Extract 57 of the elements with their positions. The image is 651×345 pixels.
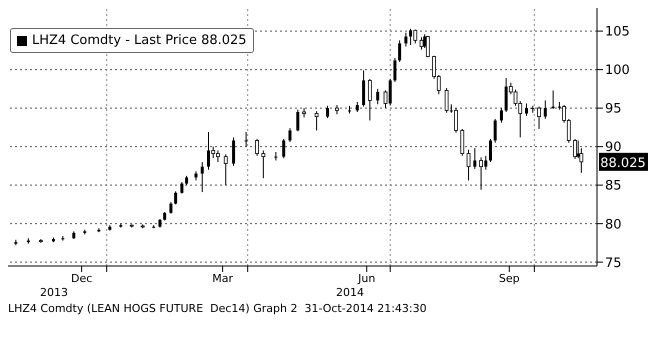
candlestick — [296, 109, 300, 132]
y-tick-label: 75 — [605, 256, 622, 271]
x-tick-label: Jun — [357, 272, 376, 285]
y-tick-label: 105 — [605, 24, 630, 40]
candlestick — [180, 182, 184, 194]
x-tick-label: Mar — [212, 272, 234, 285]
candlestick — [454, 108, 458, 134]
candlestick — [335, 104, 339, 115]
candlestick — [244, 131, 248, 148]
candlestick — [404, 32, 408, 48]
candlestick — [525, 103, 528, 116]
text: LHZ4 Comdty (LEAN HOGS FUTURE Dec14) Graph 2 31-Oct-2014 21:43:30 — [8, 302, 427, 315]
y-tick-label: 95 — [605, 102, 622, 117]
candlestick — [544, 100, 547, 120]
candlestick — [356, 101, 359, 112]
candlestick — [282, 138, 286, 159]
candlestick — [224, 154, 228, 186]
candlestick — [552, 90, 555, 110]
candlestick — [473, 148, 476, 170]
candlestick — [500, 108, 503, 124]
legend-label: LHZ4 Comdty - Last Price 88.025 — [32, 33, 247, 48]
candlestick — [537, 106, 541, 130]
candlestick — [376, 88, 380, 105]
candlestick — [494, 118, 497, 144]
candlestick — [368, 78, 372, 121]
candlestick — [398, 40, 402, 62]
candlestick — [413, 29, 418, 44]
candlestick — [393, 58, 396, 82]
candlestick — [576, 140, 580, 159]
candlestick — [444, 88, 449, 114]
y-tick-label: 85 — [605, 178, 622, 194]
candlestick — [288, 128, 292, 143]
candlestick — [426, 35, 430, 58]
text: 88.025 — [600, 156, 646, 171]
candlestick — [573, 138, 577, 160]
candlestick — [255, 138, 259, 156]
x-tick-label: Sep — [498, 272, 520, 285]
candlestick — [460, 128, 464, 156]
candlestick — [185, 175, 188, 186]
candlestick — [174, 190, 178, 205]
candlestick — [420, 36, 424, 50]
candlestick — [261, 150, 266, 179]
y-tick-label: 90 — [605, 140, 622, 156]
y-tick-label: 80 — [605, 217, 622, 232]
y-tick-label: 100 — [605, 63, 630, 78]
candlestick — [200, 162, 204, 193]
candlestick — [488, 138, 492, 163]
candlestick — [302, 108, 306, 118]
candlestick — [466, 149, 470, 182]
candlestick — [314, 110, 318, 131]
text: 2014 — [336, 286, 364, 299]
candlestick — [326, 105, 330, 119]
text: 2013 — [40, 286, 68, 299]
candlestick — [232, 136, 236, 166]
candlestick — [194, 170, 198, 182]
candlestick — [169, 202, 172, 214]
x-tick-label: Dec — [70, 272, 92, 285]
